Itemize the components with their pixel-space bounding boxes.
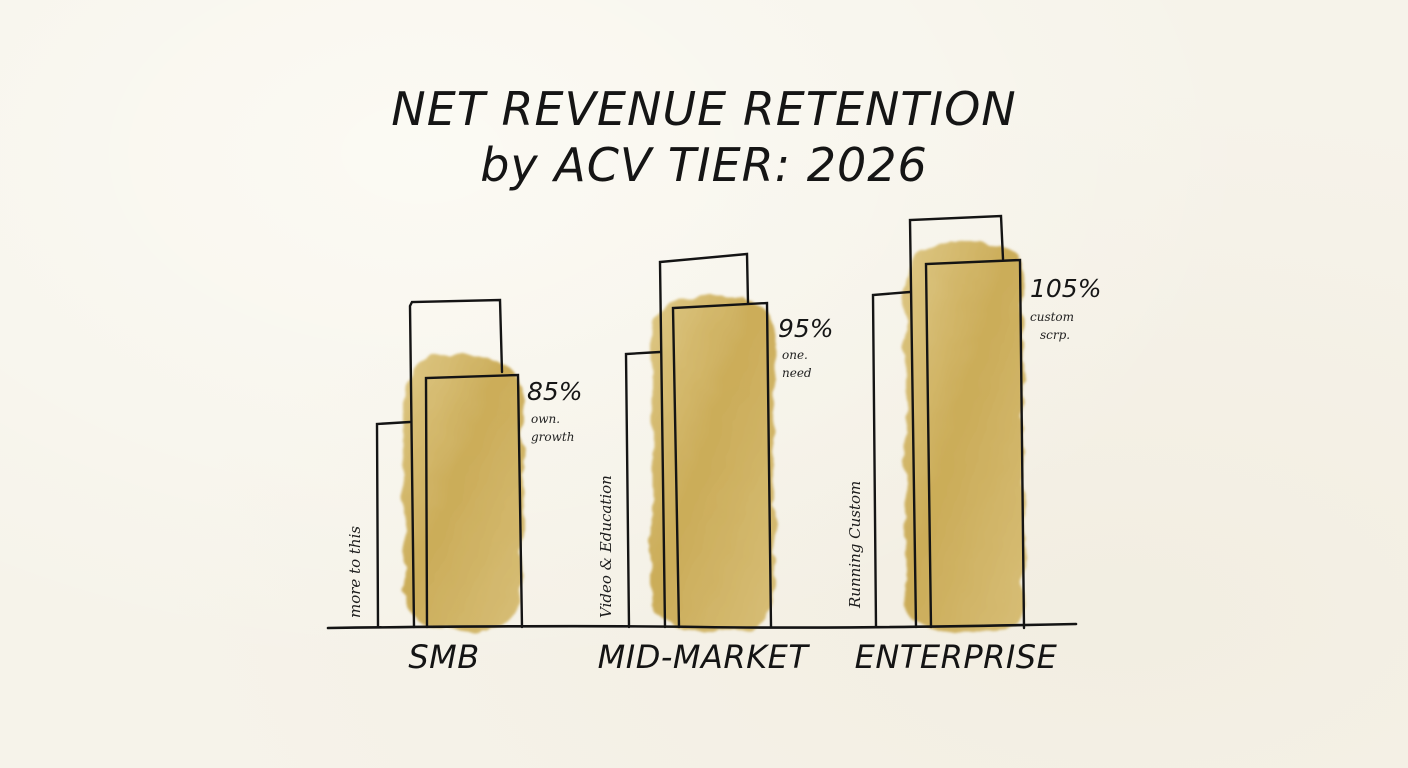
bar-outline-mid-tall (658, 252, 750, 629)
bar-group-smb (375, 298, 524, 630)
note-ent-line-1: custom (1030, 310, 1075, 324)
bar-outline-mid-small (624, 350, 662, 629)
note-mid-market: one. need (782, 346, 812, 382)
value-label-smb: 85% (527, 377, 583, 406)
side-note-mid-market: Video & Education (597, 475, 615, 618)
bar-outline-smb-tall (408, 298, 504, 629)
category-label-mid-market: MID-MARKET (597, 638, 809, 676)
note-smb-line-2: growth (531, 430, 575, 444)
category-label-smb: SMB (408, 638, 480, 676)
bar-outline-smb-small (375, 420, 412, 629)
value-label-enterprise: 105% (1030, 274, 1102, 303)
bar-group-mid-market (624, 252, 774, 630)
note-mid-line-2: need (782, 366, 812, 380)
chart-title-line-1: NET REVENUE RETENTION (391, 82, 1017, 136)
bar-outline-mid-front (671, 301, 773, 629)
note-smb: own. growth (531, 410, 574, 446)
watercolor-wash-smb (404, 356, 522, 630)
watercolor-wash-mid-market (652, 296, 774, 630)
bar-outline-ent-tall (908, 214, 1005, 629)
watercolor-wash-enterprise (906, 244, 1024, 632)
bar-group-enterprise (871, 214, 1026, 632)
side-note-smb: more to this (346, 525, 364, 618)
note-enterprise: custom scrp. (1030, 308, 1074, 344)
bar-outline-ent-small (871, 290, 912, 629)
bar-outline-ent-front (924, 258, 1026, 630)
note-smb-line-1: own. (531, 412, 561, 426)
bar-outline-smb-front (424, 373, 524, 629)
note-mid-line-1: one. (782, 348, 808, 362)
value-label-mid-market: 95% (778, 314, 834, 343)
chart-title-line-2: by ACV TIER: 2026 (480, 138, 928, 192)
side-note-enterprise: Running Custom (846, 480, 864, 608)
note-ent-line-2: scrp. (1040, 328, 1071, 342)
x-axis-baseline (326, 622, 1078, 630)
category-label-enterprise: ENTERPRISE (854, 638, 1058, 676)
